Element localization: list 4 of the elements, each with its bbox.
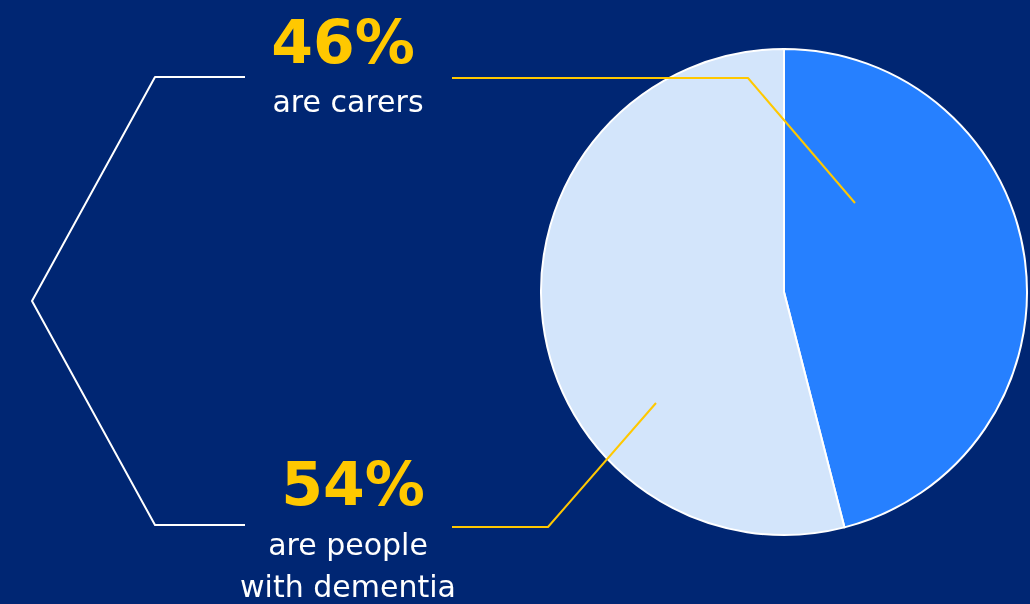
data-label: 46% xyxy=(271,7,415,77)
data-label: 54% xyxy=(281,449,425,519)
slice-label: are people with dementia xyxy=(240,527,456,604)
slice-label: are carers xyxy=(272,84,424,119)
